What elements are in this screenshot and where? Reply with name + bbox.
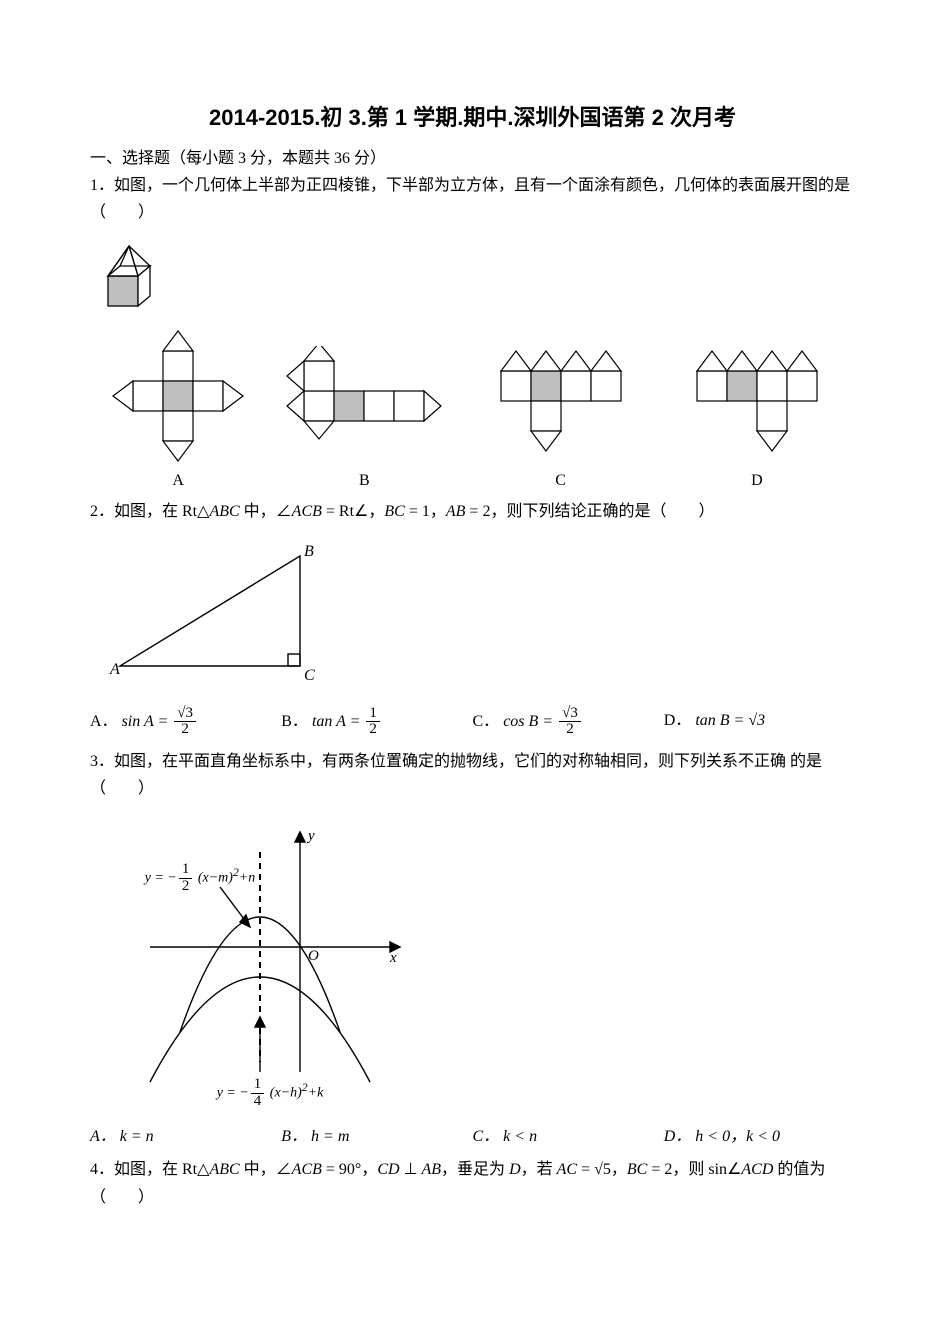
parabola-chart-icon: O x y y = −12 (x−m)2+n y = −14 (x−h)2+k: [90, 812, 450, 1112]
q2-t5: = 2，则下列结论正确的是（ ）: [465, 503, 714, 520]
q1-label-b: B: [284, 472, 444, 490]
q2-optD-label: D．: [664, 712, 692, 729]
q3-optA: A． k = n: [90, 1122, 281, 1146]
net-d-icon: [677, 336, 837, 466]
q3-optA-text: A． k = n: [90, 1128, 154, 1145]
q4-stem: 4．如图，在 Rt△ABC 中，∠ACB = 90°，CD ⊥ AB，垂足为 D…: [90, 1156, 855, 1210]
solid-icon: [90, 236, 160, 314]
q2-optD-text: tan B = √3: [695, 712, 765, 729]
q4-t3: = 90°，: [322, 1161, 377, 1178]
q2-optC-text: cos B =: [503, 712, 553, 729]
q1-option-a: A: [108, 326, 248, 490]
q4-t8: = 2，则 sin∠: [647, 1161, 741, 1178]
q2-figure: A B C: [90, 536, 855, 696]
q4-acd: ACD: [741, 1161, 773, 1178]
q2-optC: C． cos B = √32: [473, 706, 664, 739]
q3-optB: B． h = m: [281, 1122, 472, 1146]
q1-stem: 1．如图，一个几何体上半部为正四棱锥，下半部为立方体，且有一个面涂有颜色，几何体…: [90, 172, 855, 226]
frac-sqrt3-2-c: √32: [559, 706, 581, 739]
x-axis-label: x: [389, 950, 397, 966]
q2-stem: 2．如图，在 Rt△ABC 中，∠ACB = Rt∠，BC = 1，AB = 2…: [90, 498, 855, 525]
q1-option-c: C: [481, 336, 641, 490]
net-b-icon: [284, 346, 444, 466]
q2-optA-text: sin A =: [122, 712, 169, 729]
q2-optC-label: C．: [473, 712, 500, 729]
q3-optB-text: B． h = m: [281, 1128, 349, 1145]
q4-t5: ，垂足为: [441, 1161, 509, 1178]
q4-t2: 中，∠: [240, 1161, 292, 1178]
q1-label-a: A: [108, 472, 248, 490]
q4-t6: ，若: [521, 1161, 557, 1178]
page-title: 2014-2015.初 3.第 1 学期.期中.深圳外国语第 2 次月考: [90, 100, 855, 132]
q2-optA: A． sin A = √32: [90, 706, 281, 739]
q4-acb: ACB: [292, 1161, 322, 1178]
section-1-header: 一、选择题（每小题 3 分，本题共 36 分）: [90, 144, 855, 168]
q2-optD: D． tan B = √3: [664, 706, 855, 739]
tri-label-a: A: [109, 661, 120, 678]
q2-optB: B． tan A = 12: [281, 706, 472, 739]
frac-sqrt3-2-a: √32: [174, 706, 196, 739]
y-axis-label: y: [306, 828, 315, 844]
q4-t4: ⊥: [400, 1161, 422, 1178]
q1-option-b: B: [284, 346, 444, 490]
q4-bc: BC: [627, 1161, 647, 1178]
frac-1-2: 12: [366, 706, 380, 739]
q3-stem: 3．如图，在平面直角坐标系中，有两条位置确定的抛物线，它们的对称轴相同，则下列关…: [90, 748, 855, 802]
q3-optD-text: D． h < 0，k < 0: [664, 1128, 780, 1145]
q2-ab: AB: [446, 503, 466, 520]
q2-optB-label: B．: [281, 712, 308, 729]
q4-ab: AB: [422, 1161, 442, 1178]
q2-acb: ACB: [292, 503, 322, 520]
exam-page: 2014-2015.初 3.第 1 学期.期中.深圳外国语第 2 次月考 一、选…: [0, 0, 945, 1275]
q4-ac: AC: [557, 1161, 577, 1178]
q3-optC-text: C． k < n: [473, 1128, 538, 1145]
q1-label-d: D: [677, 472, 837, 490]
q2-t1: 2．如图，在 Rt△: [90, 503, 209, 520]
q3-figure: O x y y = −12 (x−m)2+n y = −14 (x−h)2+k: [90, 812, 855, 1112]
q2-abc: ABC: [209, 503, 239, 520]
q3-optD: D． h < 0，k < 0: [664, 1122, 855, 1146]
q4-t7: = √5，: [577, 1161, 627, 1178]
origin-label: O: [308, 948, 319, 964]
tri-label-c: C: [304, 667, 315, 684]
q1-option-d: D: [677, 336, 837, 490]
net-c-icon: [481, 336, 641, 466]
q2-t3: = Rt∠，: [322, 503, 385, 520]
q2-t4: = 1，: [405, 503, 446, 520]
q4-t1: 4．如图，在 Rt△: [90, 1161, 209, 1178]
q1-label-c: C: [481, 472, 641, 490]
q4-abc: ABC: [209, 1161, 239, 1178]
q4-d: D: [509, 1161, 521, 1178]
q2-t2: 中，∠: [240, 503, 292, 520]
q1-options-row: A B: [90, 326, 855, 490]
q2-optB-text: tan A =: [312, 712, 360, 729]
tri-label-b: B: [304, 543, 314, 560]
net-a-icon: [108, 326, 248, 466]
q2-bc: BC: [384, 503, 404, 520]
triangle-icon: A B C: [90, 536, 350, 696]
q3-options: A． k = n B． h = m C． k < n D． h < 0，k < …: [90, 1122, 855, 1146]
q3-optC: C． k < n: [473, 1122, 664, 1146]
q2-options: A． sin A = √32 B． tan A = 12 C． cos B = …: [90, 706, 855, 739]
q4-cd: CD: [377, 1161, 399, 1178]
q2-optA-label: A．: [90, 712, 118, 729]
q1-solid-figure: [90, 236, 855, 314]
